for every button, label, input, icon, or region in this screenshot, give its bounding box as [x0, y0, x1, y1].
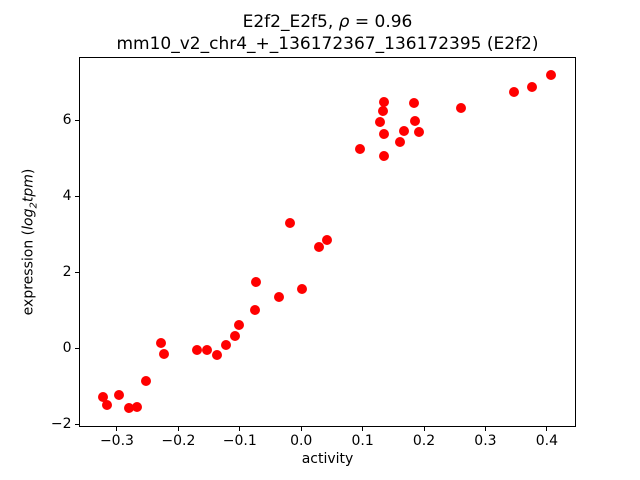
data-point — [274, 292, 285, 303]
x-tick-mark — [300, 426, 302, 431]
data-point — [102, 399, 113, 410]
data-point — [158, 348, 169, 359]
data-point — [98, 391, 109, 402]
data-point — [250, 305, 261, 316]
data-point — [413, 126, 424, 137]
data-point — [526, 82, 537, 93]
data-point — [374, 116, 385, 127]
y-tick-label: 6 — [62, 111, 72, 128]
chart-title-line2: mm10_v2_chr4_+_136172367_136172395 (E2f2… — [116, 34, 539, 54]
y-tick-label: 2 — [62, 263, 72, 280]
y-label-suffix: ) — [20, 168, 37, 175]
data-point — [354, 143, 365, 154]
y-tick-label: 0 — [62, 339, 72, 356]
data-point — [395, 136, 406, 147]
y-tick-mark — [75, 196, 79, 198]
x-axis-label: activity — [301, 451, 354, 467]
x-tick-mark — [484, 426, 486, 431]
y-tick-mark — [75, 348, 79, 350]
x-tick-label: 0.4 — [535, 432, 558, 449]
data-point — [233, 320, 244, 331]
data-point — [398, 125, 409, 136]
title-rho-value: = 0.96 — [349, 12, 413, 32]
y-label-log: log — [20, 208, 37, 230]
x-tick-label: 0.3 — [474, 432, 497, 449]
data-point — [221, 339, 232, 350]
plot-area — [79, 57, 576, 427]
x-tick-mark — [362, 426, 364, 431]
title-rho-symbol: ρ — [338, 12, 350, 32]
y-tick-mark — [75, 120, 79, 122]
data-point — [201, 344, 212, 355]
data-point — [229, 331, 240, 342]
x-tick-label: −0.3 — [99, 432, 134, 449]
data-point — [285, 218, 296, 229]
x-tick-mark — [116, 426, 118, 431]
data-point — [378, 151, 389, 162]
x-tick-mark — [239, 426, 241, 431]
x-tick-label: −0.1 — [222, 432, 257, 449]
data-point — [409, 98, 420, 109]
data-point — [377, 106, 388, 117]
data-point — [140, 376, 151, 387]
data-point — [410, 115, 421, 126]
y-tick-mark — [75, 272, 79, 274]
x-tick-mark — [423, 426, 425, 431]
y-tick-label: −2 — [50, 415, 72, 432]
y-tick-label: 4 — [62, 187, 72, 204]
x-tick-mark — [177, 426, 179, 431]
data-point — [113, 389, 124, 400]
data-point — [297, 283, 308, 294]
data-point — [156, 338, 167, 349]
data-point — [123, 403, 134, 414]
data-point — [545, 69, 556, 80]
x-tick-mark — [546, 426, 548, 431]
data-point — [322, 235, 332, 246]
data-point — [212, 349, 223, 360]
chart-title: E2f2_E2f5, ρ = 0.96 mm10_v2_chr4_+_13617… — [79, 11, 576, 55]
x-tick-label: −0.2 — [161, 432, 196, 449]
data-point — [191, 345, 202, 356]
y-label-prefix: expression ( — [20, 229, 37, 316]
y-axis-label: expression (log2tpm) — [21, 169, 40, 316]
data-point — [378, 96, 389, 107]
x-tick-label: 0.0 — [290, 432, 313, 449]
data-point — [378, 128, 389, 139]
y-label-tpm: tpm — [20, 174, 37, 203]
y-tick-mark — [75, 424, 79, 426]
y-label-log-base: 2 — [28, 202, 40, 209]
chart-title-line1: E2f2_E2f5, ρ = 0.96 — [79, 11, 576, 33]
data-point — [132, 402, 143, 413]
data-point — [455, 103, 466, 114]
x-tick-label: 0.2 — [412, 432, 436, 449]
data-point — [508, 86, 519, 97]
x-tick-label: 0.1 — [351, 432, 374, 449]
data-point — [314, 242, 325, 253]
data-point — [250, 277, 261, 288]
title-gene-pair: E2f2_E2f5, — [242, 12, 339, 32]
